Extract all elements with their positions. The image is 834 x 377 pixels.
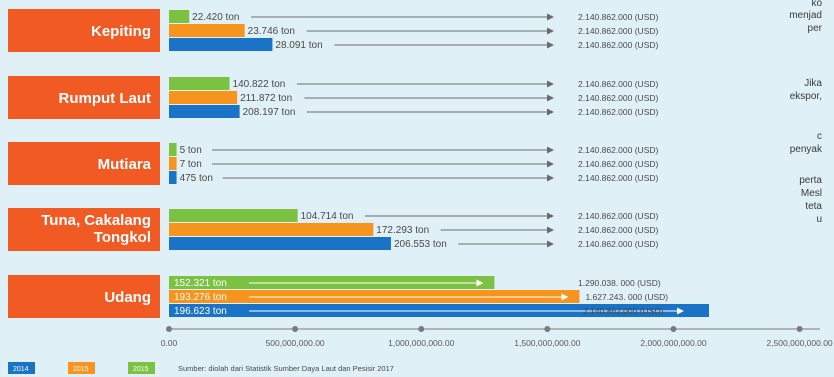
usd-value-label: 2.140.862.000 (USD) <box>578 239 658 249</box>
category-label: Udang <box>104 289 151 306</box>
volume-label: 475 ton <box>180 173 213 184</box>
usd-value-label: 2.140.862.000 (USD) <box>583 306 663 316</box>
volume-label: 23.746 ton <box>248 26 295 37</box>
category-label: Mutiara <box>98 156 152 173</box>
side-text-fragment: Mesl <box>801 188 822 199</box>
category-box <box>8 9 160 52</box>
bar <box>169 157 177 170</box>
side-text-fragment: perta <box>799 175 822 186</box>
volume-label: 104.714 ton <box>301 211 354 222</box>
bar <box>169 38 273 51</box>
category-label: Tongkol <box>94 229 151 246</box>
category-box <box>8 76 160 119</box>
x-tick-label: 2,500,000,000.00 <box>766 338 832 348</box>
legend-label: 2014 <box>13 366 29 373</box>
x-tick-label: 500,000,000.00 <box>266 338 325 348</box>
bar <box>169 143 177 156</box>
bar <box>169 237 391 250</box>
x-tick-label: 0.00 <box>161 338 178 348</box>
bar <box>169 223 374 236</box>
category-label: Kepiting <box>91 23 151 40</box>
volume-label: 140.822 ton <box>233 79 286 90</box>
usd-value-label: 2.140.862.000 (USD) <box>578 173 658 183</box>
usd-value-label: 2.140.862.000 (USD) <box>578 159 658 169</box>
usd-value-label: 2.140.862.000 (USD) <box>578 145 658 155</box>
side-text-fragment: ekspor, <box>790 91 822 102</box>
side-text-fragment: c <box>817 131 822 142</box>
volume-label: 196.623 ton <box>174 306 227 317</box>
category-box <box>8 275 160 318</box>
usd-value-label: 2.140.862.000 (USD) <box>578 93 658 103</box>
volume-label: 152.321 ton <box>174 278 227 289</box>
category-box <box>8 208 160 251</box>
x-tick-dot <box>796 326 803 332</box>
x-tick-label: 1,000,000,000.00 <box>388 338 454 348</box>
legend-label: 2015 <box>73 366 89 373</box>
volume-label: 193.276 ton <box>174 292 227 303</box>
side-text-fragment: menjad <box>789 10 822 21</box>
bar <box>169 91 238 104</box>
volume-label: 28.091 ton <box>275 40 322 51</box>
category-label: Rumput Laut <box>59 90 151 107</box>
usd-value-label: 2.140.862.000 (USD) <box>578 12 658 22</box>
volume-label: 5 ton <box>180 145 202 156</box>
side-text-fragment: Jika <box>804 78 822 89</box>
x-tick-dot <box>418 326 425 332</box>
x-tick-dot <box>292 326 299 332</box>
x-tick-label: 1,500,000,000.00 <box>514 338 580 348</box>
usd-value-label: 1.627.243. 000 (USD) <box>585 292 668 302</box>
usd-value-label: 2.140.862.000 (USD) <box>578 211 658 221</box>
bar <box>169 209 298 222</box>
bar <box>169 105 240 118</box>
x-tick-dot <box>166 326 172 332</box>
legend-label: 2015 <box>133 366 149 373</box>
category-label: Tuna, Cakalang <box>41 212 151 229</box>
bar <box>169 77 230 90</box>
usd-value-label: 2.140.862.000 (USD) <box>578 40 658 50</box>
bar <box>169 10 190 23</box>
volume-label: 22.420 ton <box>192 12 239 23</box>
side-text-fragment: penyak <box>790 144 823 155</box>
x-tick-label: 2,000,000,000.00 <box>640 338 706 348</box>
usd-value-label: 1.290.038. 000 (USD) <box>578 278 661 288</box>
bar <box>169 24 245 37</box>
volume-label: 208.197 ton <box>243 107 296 118</box>
source-note: Sumber: diolah dari Statistik Sumber Day… <box>178 364 394 373</box>
volume-label: 7 ton <box>180 159 202 170</box>
usd-value-label: 2.140.862.000 (USD) <box>578 26 658 36</box>
volume-label: 206.553 ton <box>394 239 447 250</box>
volume-label: 172.293 ton <box>376 225 429 236</box>
side-text-fragment: teta <box>805 201 822 212</box>
volume-label: 211.872 ton <box>240 93 292 104</box>
side-text-fragment: per <box>808 23 823 34</box>
side-text-fragment: u <box>816 214 822 225</box>
x-tick-dot <box>670 326 677 332</box>
legend-swatch <box>68 362 95 374</box>
bar <box>169 171 177 184</box>
usd-value-label: 2.140.862.000 (USD) <box>578 225 658 235</box>
x-tick-dot <box>544 326 551 332</box>
side-text-fragment: ko <box>811 0 822 9</box>
legend-swatch <box>128 362 155 374</box>
usd-value-label: 2.140.862.000 (USD) <box>578 79 658 89</box>
category-box <box>8 142 160 185</box>
usd-value-label: 2.140.862.000 (USD) <box>578 107 658 117</box>
legend-swatch <box>8 362 35 374</box>
